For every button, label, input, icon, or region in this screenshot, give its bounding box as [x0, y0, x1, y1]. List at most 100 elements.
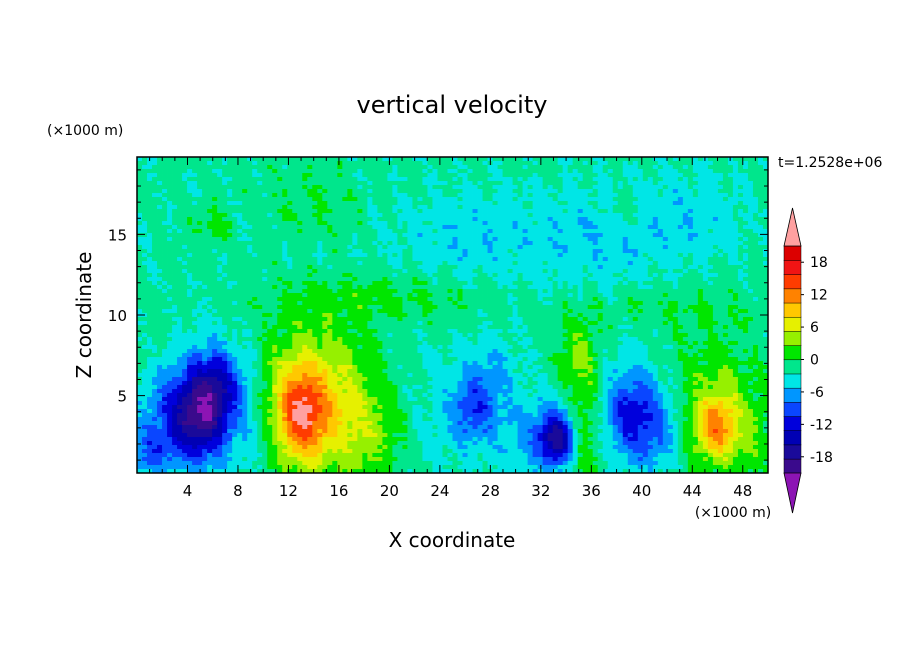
field-cell — [207, 245, 213, 250]
field-cell — [757, 301, 764, 306]
field-cell — [502, 229, 508, 234]
field-cell — [502, 225, 508, 230]
field-cell — [162, 165, 168, 170]
field-cell — [187, 197, 193, 202]
field-cell — [372, 265, 378, 270]
field-cell — [697, 273, 704, 278]
field-cell — [362, 213, 368, 218]
field-cell — [462, 201, 468, 206]
field-cell — [202, 257, 208, 262]
field-cell — [502, 169, 508, 174]
field-cell — [702, 281, 709, 286]
field-cell — [357, 237, 363, 242]
field-cell — [612, 185, 619, 190]
field-cell — [537, 297, 544, 302]
field-cell — [277, 189, 283, 194]
field-cell — [377, 257, 383, 262]
field-cell — [377, 197, 383, 202]
field-cell — [397, 177, 403, 182]
field-cell — [262, 205, 268, 210]
field-cell — [622, 169, 629, 174]
field-cell — [692, 289, 699, 294]
field-cell — [307, 289, 313, 294]
field-cell — [267, 293, 273, 298]
field-cell — [677, 249, 684, 254]
field-cell — [167, 245, 173, 250]
field-cell — [302, 197, 308, 202]
field-cell — [512, 189, 519, 194]
field-cell — [137, 265, 143, 270]
field-cell — [467, 301, 473, 306]
field-cell — [682, 277, 689, 282]
field-cell — [482, 217, 488, 222]
field-cell — [637, 309, 644, 314]
field-cell — [367, 273, 373, 278]
field-cell — [342, 225, 348, 230]
field-cell — [687, 181, 694, 186]
field-cell — [757, 161, 764, 166]
field-cell — [392, 253, 398, 258]
field-cell — [232, 201, 238, 206]
field-cell — [607, 229, 614, 234]
field-cell — [207, 221, 213, 226]
field-cell — [177, 293, 183, 298]
field-cell — [407, 217, 413, 222]
field-cell — [222, 189, 228, 194]
field-cell — [742, 197, 749, 202]
field-cell — [487, 217, 493, 222]
field-cell — [577, 217, 584, 222]
field-cell — [192, 285, 198, 290]
field-cell — [617, 293, 624, 298]
field-cell — [677, 173, 684, 178]
field-cell — [192, 305, 198, 310]
field-cell — [302, 261, 308, 266]
field-cell — [357, 165, 363, 170]
field-cell — [672, 277, 679, 282]
field-cell — [447, 313, 453, 318]
field-cell — [342, 197, 348, 202]
field-cell — [457, 213, 463, 218]
field-cell — [382, 285, 388, 290]
field-cell — [467, 305, 473, 310]
field-cell — [397, 217, 403, 222]
field-cell — [697, 213, 704, 218]
field-cell — [542, 253, 549, 258]
field-cell — [402, 181, 408, 186]
field-cell — [712, 185, 719, 190]
field-cell — [257, 185, 263, 190]
field-cell — [642, 281, 649, 286]
field-cell — [637, 301, 644, 306]
field-cell — [442, 241, 448, 246]
field-cell — [312, 289, 318, 294]
field-cell — [457, 261, 463, 266]
field-cell — [467, 245, 473, 250]
field-cell — [142, 209, 148, 214]
field-cell — [142, 201, 148, 206]
field-cell — [457, 241, 463, 246]
field-cell — [482, 165, 488, 170]
field-cell — [137, 229, 143, 234]
field-cell — [212, 269, 218, 274]
field-cell — [582, 165, 589, 170]
field-cell — [157, 293, 163, 298]
field-cell — [612, 161, 619, 166]
field-cell — [317, 165, 323, 170]
field-cell — [607, 257, 614, 262]
field-cell — [667, 301, 674, 306]
field-cell — [147, 297, 153, 302]
field-cell — [302, 185, 308, 190]
field-cell — [167, 209, 173, 214]
field-cell — [342, 305, 348, 310]
field-cell — [412, 213, 418, 218]
field-cell — [477, 313, 483, 318]
field-cell — [482, 233, 488, 238]
field-cell — [647, 241, 654, 246]
field-cell — [617, 261, 624, 266]
field-cell — [232, 177, 238, 182]
field-cell — [557, 201, 564, 206]
field-cell — [307, 229, 313, 234]
field-cell — [612, 305, 619, 310]
field-cell — [647, 305, 654, 310]
field-cell — [292, 225, 298, 230]
field-cell — [507, 185, 513, 190]
